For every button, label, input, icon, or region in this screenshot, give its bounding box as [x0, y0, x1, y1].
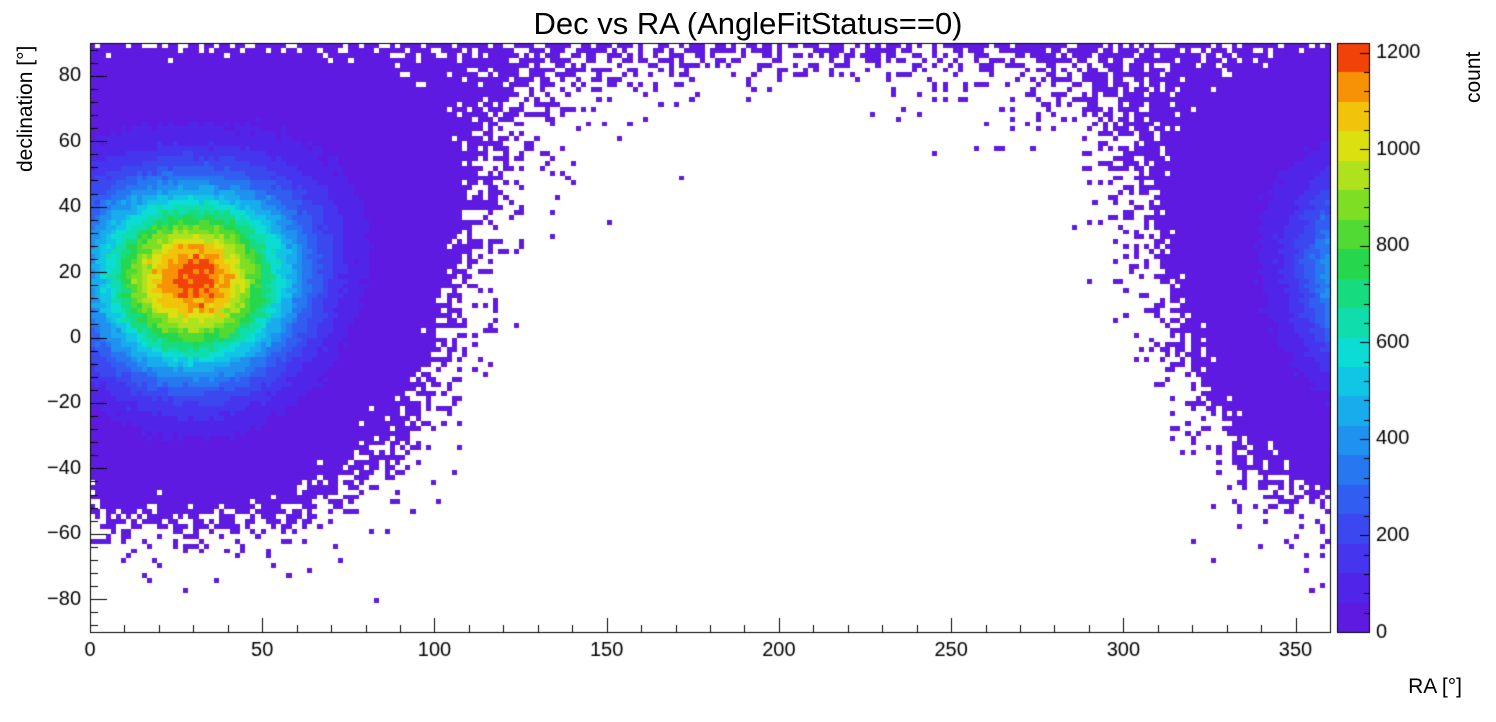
z-axis-title: count	[1462, 51, 1485, 103]
y-axis-title: declination [°]	[14, 45, 37, 172]
plot-title: Dec vs RA (AngleFitStatus==0)	[533, 6, 963, 41]
x-axis-title: RA [°]	[1408, 675, 1462, 698]
